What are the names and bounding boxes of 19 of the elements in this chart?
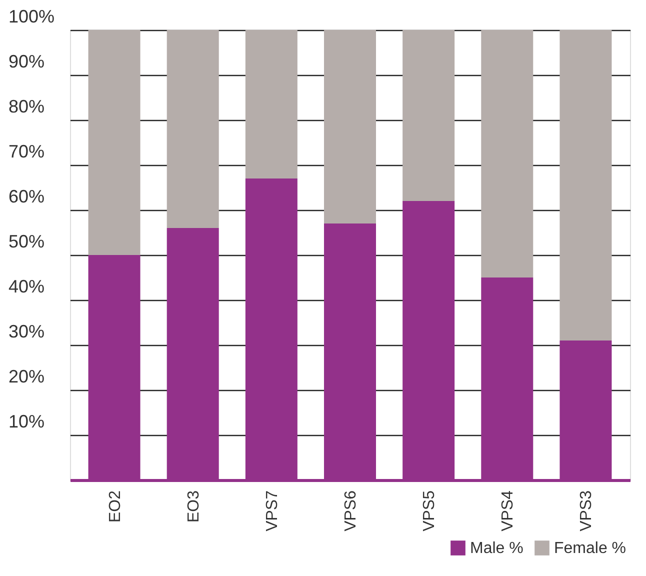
- x-tick-label: VPS6: [342, 490, 360, 532]
- legend-label: Male %: [470, 540, 524, 557]
- legend-label: Female %: [554, 540, 626, 557]
- x-tick-label: VPS5: [421, 490, 438, 532]
- y-tick-label: 60%: [8, 186, 45, 206]
- y-tick-label: 30%: [8, 322, 45, 342]
- y-tick-label: 80%: [8, 96, 45, 116]
- y-tick-label: 50%: [8, 232, 45, 252]
- x-tick-label: EO3: [185, 490, 202, 523]
- x-tick-label: VPS3: [578, 490, 596, 532]
- y-tick-label: 90%: [8, 52, 45, 72]
- y-tick-label: 40%: [8, 276, 45, 296]
- x-tick-label: VPS7: [264, 490, 281, 532]
- y-tick-label: 10%: [8, 412, 45, 432]
- x-tick-label: VPS4: [500, 490, 517, 532]
- y-tick-label: 100%: [8, 6, 55, 26]
- y-tick-label: 70%: [8, 142, 45, 162]
- x-tick-label: EO2: [106, 490, 124, 523]
- y-tick-label: 20%: [8, 366, 45, 386]
